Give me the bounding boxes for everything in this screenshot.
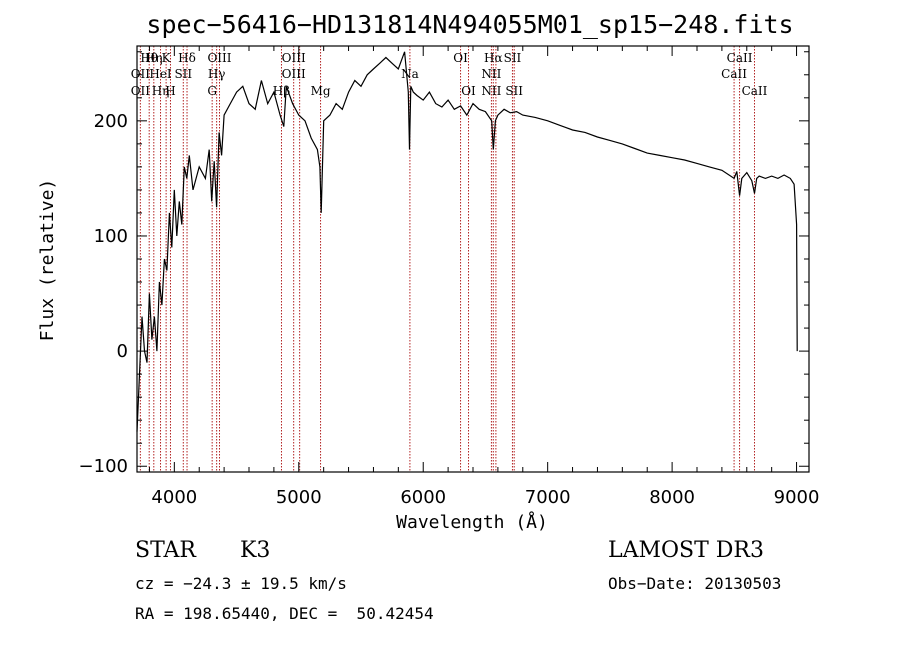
- line-label: CaII: [721, 67, 747, 81]
- x-axis-label: Wavelength (Å): [396, 511, 548, 533]
- line-label: Hθ: [140, 51, 158, 65]
- coordinates: RA = 198.65440, DEC = 50.42454: [135, 604, 434, 623]
- survey-name: LAMOST DR3: [608, 538, 764, 563]
- chart-title: spec−56416−HD131814N494055M01_sp15−248.f…: [146, 10, 793, 39]
- line-label: Mg: [311, 84, 331, 98]
- line-label: G: [207, 84, 217, 98]
- line-label: Hγ: [208, 67, 226, 81]
- x-tick-label: 5000: [276, 487, 322, 508]
- y-tick-label: 100: [94, 226, 128, 247]
- line-label: K: [162, 51, 172, 65]
- axis-ticks: 4000 5000 6000 7000 8000 9000 −100 0 100 200: [79, 46, 820, 508]
- line-label: CaII: [742, 84, 768, 98]
- line-label: NII: [481, 67, 501, 81]
- x-tick-label: 7000: [525, 487, 571, 508]
- y-tick-label: 200: [94, 111, 128, 132]
- line-label: OI: [453, 51, 468, 65]
- line-label: OII: [131, 67, 151, 81]
- line-label: OII: [131, 84, 151, 98]
- line-label: OIII: [207, 51, 231, 65]
- object-class: STAR: [135, 538, 196, 563]
- spectral-line-labels: OIIOIIHθHηHeIHηKHSIIHδGHγOIIIHβOIIIOIIIM…: [131, 51, 768, 98]
- object-subclass: K3: [240, 538, 271, 563]
- line-label: OI: [461, 84, 476, 98]
- y-tick-label: −100: [79, 456, 128, 477]
- observation-date: Obs−Date: 20130503: [608, 574, 782, 593]
- line-label: SII: [174, 67, 192, 81]
- y-axis-label: Flux (relative): [37, 179, 58, 342]
- x-tick-label: 6000: [400, 487, 446, 508]
- line-label: OIII: [282, 67, 306, 81]
- spectrum-curve: [136, 51, 798, 432]
- line-label: SII: [504, 51, 522, 65]
- x-tick-label: 9000: [774, 487, 820, 508]
- line-label: H: [165, 84, 175, 98]
- line-label: Na: [401, 67, 419, 81]
- redshift-value: cz = −24.3 ± 19.5 km/s: [135, 574, 347, 593]
- line-label: CaII: [727, 51, 753, 65]
- x-tick-label: 4000: [151, 487, 197, 508]
- line-label: HeI: [149, 67, 172, 81]
- plot-frame: [136, 45, 810, 473]
- spectral-line-markers: [139, 46, 755, 472]
- line-label: SII: [505, 84, 523, 98]
- line-label: Hδ: [178, 51, 196, 65]
- line-label: Hα: [484, 51, 503, 65]
- line-label: Hη: [152, 84, 170, 98]
- x-tick-label: 8000: [649, 487, 695, 508]
- line-label: Hη: [145, 51, 163, 65]
- line-label: NII: [481, 84, 501, 98]
- y-tick-label: 0: [117, 341, 128, 362]
- line-label: OIII: [282, 51, 306, 65]
